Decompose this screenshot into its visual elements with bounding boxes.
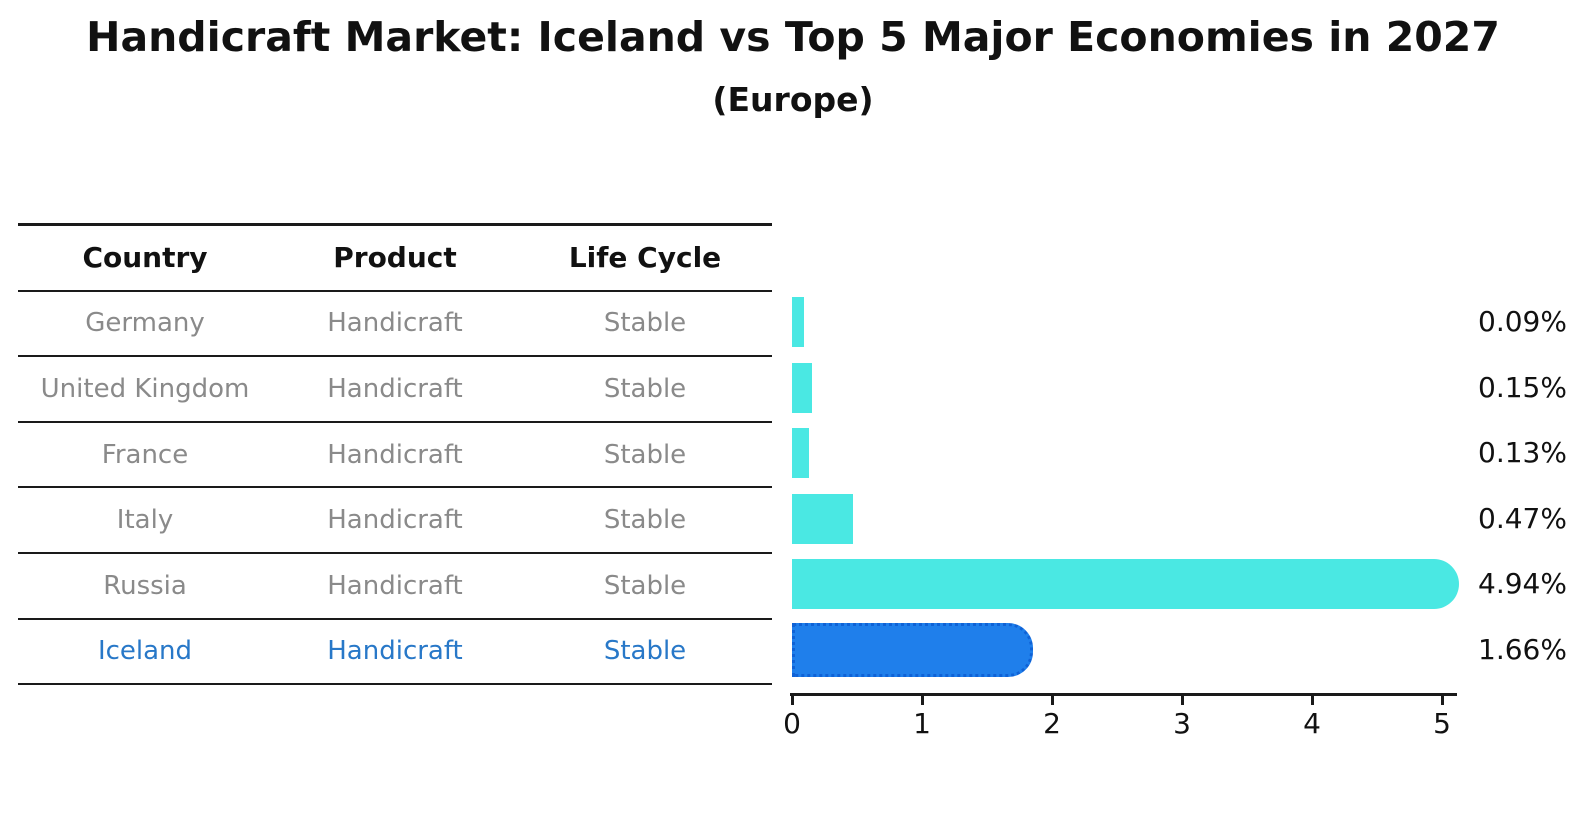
x-axis-tick (1180, 696, 1184, 705)
table-row-united-kingdom: United Kingdom Handicraft Stable (18, 357, 772, 423)
table-row-italy: Italy Handicraft Stable (18, 488, 772, 554)
cell-life-cycle: Stable (603, 439, 687, 470)
cell-country: United Kingdom (40, 373, 250, 404)
x-axis-tick (920, 696, 924, 705)
cell-product: Handicraft (327, 373, 463, 404)
x-axis-tick (1440, 696, 1444, 705)
bar-france (792, 428, 809, 479)
x-axis-tick-label: 0 (783, 707, 801, 740)
x-axis-tick (1050, 696, 1054, 705)
cell-country: Russia (103, 570, 187, 601)
bar-russia (792, 559, 1460, 610)
x-axis-tick-label: 5 (1433, 707, 1451, 740)
x-axis-tick-label: 1 (913, 707, 931, 740)
table-row-russia: Russia Handicraft Stable (18, 554, 772, 620)
bar-value-label-russia: 4.94% (1478, 567, 1567, 601)
cell-life-cycle: Stable (603, 308, 687, 339)
bar-value-label-germany: 0.09% (1478, 304, 1567, 338)
cell-product: Handicraft (327, 636, 463, 667)
bar-value-label-united-kingdom: 0.15% (1478, 370, 1567, 404)
table-header-life-cycle: Life Cycle (568, 241, 722, 275)
bar-germany (792, 296, 804, 347)
table-header-country: Country (82, 241, 208, 275)
bar-italy (792, 493, 854, 544)
bar-value-label-france: 0.13% (1478, 436, 1567, 470)
x-axis-tick (790, 696, 794, 705)
cell-product: Handicraft (327, 505, 463, 536)
chart-title: Handicraft Market: Iceland vs Top 5 Majo… (86, 13, 1500, 61)
table-row-france: France Handicraft Stable (18, 423, 772, 489)
bar-united-kingdom (792, 362, 812, 413)
cell-country: Iceland (97, 636, 193, 667)
bar-iceland (792, 622, 1033, 677)
table-row-iceland: Iceland Handicraft Stable (18, 620, 772, 686)
x-axis-tick (1310, 696, 1314, 705)
cell-country: Germany (85, 308, 205, 339)
cell-product: Handicraft (327, 570, 463, 601)
cell-life-cycle: Stable (603, 636, 687, 667)
cell-life-cycle: Stable (603, 505, 687, 536)
x-axis-tick-label: 4 (1303, 707, 1321, 740)
table-header-row: Country Product Life Cycle (18, 226, 772, 292)
table-header-product: Product (333, 241, 457, 275)
bar-value-label-italy: 0.47% (1478, 501, 1567, 535)
country-table: Country Product Life Cycle Germany Handi… (18, 223, 772, 686)
cell-country: Italy (116, 505, 174, 536)
chart-subtitle: (Europe) (712, 80, 874, 119)
cell-product: Handicraft (327, 439, 463, 470)
bar-value-label-iceland: 1.66% (1478, 632, 1567, 666)
x-axis-tick-label: 3 (1173, 707, 1191, 740)
cell-product: Handicraft (327, 308, 463, 339)
cell-life-cycle: Stable (603, 373, 687, 404)
cell-country: France (101, 439, 189, 470)
cell-life-cycle: Stable (603, 570, 687, 601)
table-row-germany: Germany Handicraft Stable (18, 292, 772, 358)
x-axis-tick-label: 2 (1043, 707, 1061, 740)
x-axis-line (790, 693, 1457, 696)
